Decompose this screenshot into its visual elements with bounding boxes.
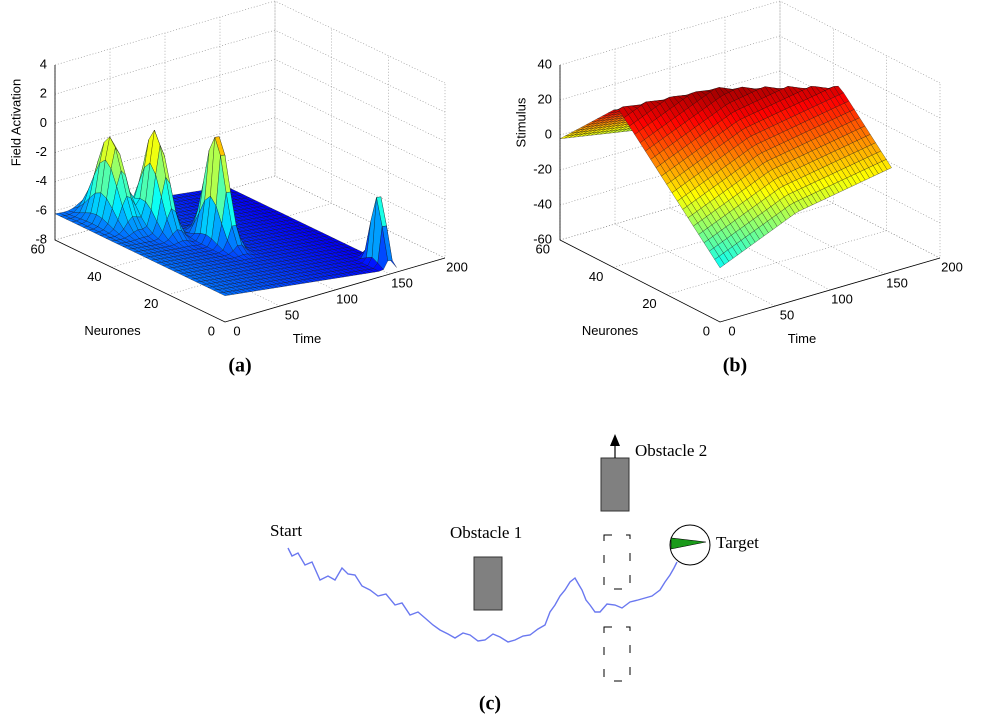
obstacle-label: Obstacle 2 xyxy=(635,441,707,460)
grid-line xyxy=(719,83,941,323)
start-label: Start xyxy=(270,521,302,540)
time-tick-label: 50 xyxy=(285,307,299,322)
surface-patch xyxy=(714,256,725,269)
z-axis-label: Field Activation xyxy=(8,79,23,166)
grid-line xyxy=(224,83,446,323)
z-tick-label: 0 xyxy=(545,126,552,141)
grid-line xyxy=(54,29,446,113)
y-axis-label: Time xyxy=(788,331,816,346)
y-axis-label: Time xyxy=(293,331,321,346)
neurone-tick-label: 0 xyxy=(208,323,215,338)
caption: (a) xyxy=(228,355,251,377)
grid-line xyxy=(168,55,389,295)
grid-line xyxy=(274,1,446,259)
z-tick-label: -40 xyxy=(533,196,552,211)
target-wedge xyxy=(670,537,707,550)
grid-line xyxy=(111,28,332,268)
neurone-tick-label: 60 xyxy=(31,241,45,256)
diagram: Start Obstacle 1 Obstacle 2 Target (c) xyxy=(270,434,759,715)
z-axis-label: Stimulus xyxy=(513,97,528,147)
grid-line xyxy=(54,0,446,84)
neurone-tick-label: 20 xyxy=(144,296,158,311)
z-tick-label: -4 xyxy=(35,173,47,188)
z-tick-label: 4 xyxy=(40,56,47,71)
time-tick-label: 200 xyxy=(941,259,963,274)
z-tick-label: -8 xyxy=(35,231,47,246)
neurone-tick-label: 20 xyxy=(642,296,656,311)
grid-line xyxy=(559,1,781,241)
z-tick-label: -6 xyxy=(35,202,47,217)
time-tick-label: 150 xyxy=(391,275,413,290)
time-tick-label: 0 xyxy=(728,323,735,338)
caption: (b) xyxy=(723,355,747,377)
ghost-obstacle xyxy=(603,534,631,590)
neurone-tick-label: 40 xyxy=(87,269,101,284)
surface-patch xyxy=(218,292,230,296)
caption: (c) xyxy=(479,693,501,715)
z-tick-label: -60 xyxy=(533,231,552,246)
grid-line xyxy=(54,88,446,171)
target-label: Target xyxy=(716,533,759,552)
z-tick-label: 2 xyxy=(40,86,47,101)
axis-line xyxy=(54,65,446,323)
z-tick-label: 20 xyxy=(538,91,552,106)
grid-line xyxy=(559,175,941,259)
time-tick-label: 200 xyxy=(446,259,468,274)
arrow-head xyxy=(610,434,620,446)
obstacle xyxy=(473,556,503,611)
z-tick-label: -20 xyxy=(533,161,552,176)
grid-line xyxy=(54,117,446,200)
neurone-tick-label: 60 xyxy=(536,241,550,256)
time-tick-label: 150 xyxy=(886,275,908,290)
grid-line xyxy=(54,1,276,241)
z-tick-label: -2 xyxy=(35,144,47,159)
neurone-tick-label: 40 xyxy=(589,269,603,284)
grid-line xyxy=(54,175,446,259)
time-tick-label: 0 xyxy=(233,323,240,338)
grid-line xyxy=(666,55,887,295)
grid-line xyxy=(559,0,941,84)
x-axis-label: Neurones xyxy=(582,323,639,338)
time-tick-label: 100 xyxy=(831,291,853,306)
neurone-tick-label: 0 xyxy=(703,323,710,338)
x-axis-label: Neurones xyxy=(84,323,141,338)
time-tick-label: 50 xyxy=(780,307,794,322)
trajectory xyxy=(287,547,678,643)
ghost-obstacle xyxy=(603,626,631,682)
grid-line xyxy=(54,59,446,142)
z-tick-label: 0 xyxy=(40,115,47,130)
z-tick-label: 40 xyxy=(538,56,552,71)
time-tick-label: 100 xyxy=(336,291,358,306)
obstacle xyxy=(600,457,630,512)
axis-line xyxy=(559,65,941,323)
grid-line xyxy=(559,70,941,154)
obstacle-label: Obstacle 1 xyxy=(450,523,522,542)
